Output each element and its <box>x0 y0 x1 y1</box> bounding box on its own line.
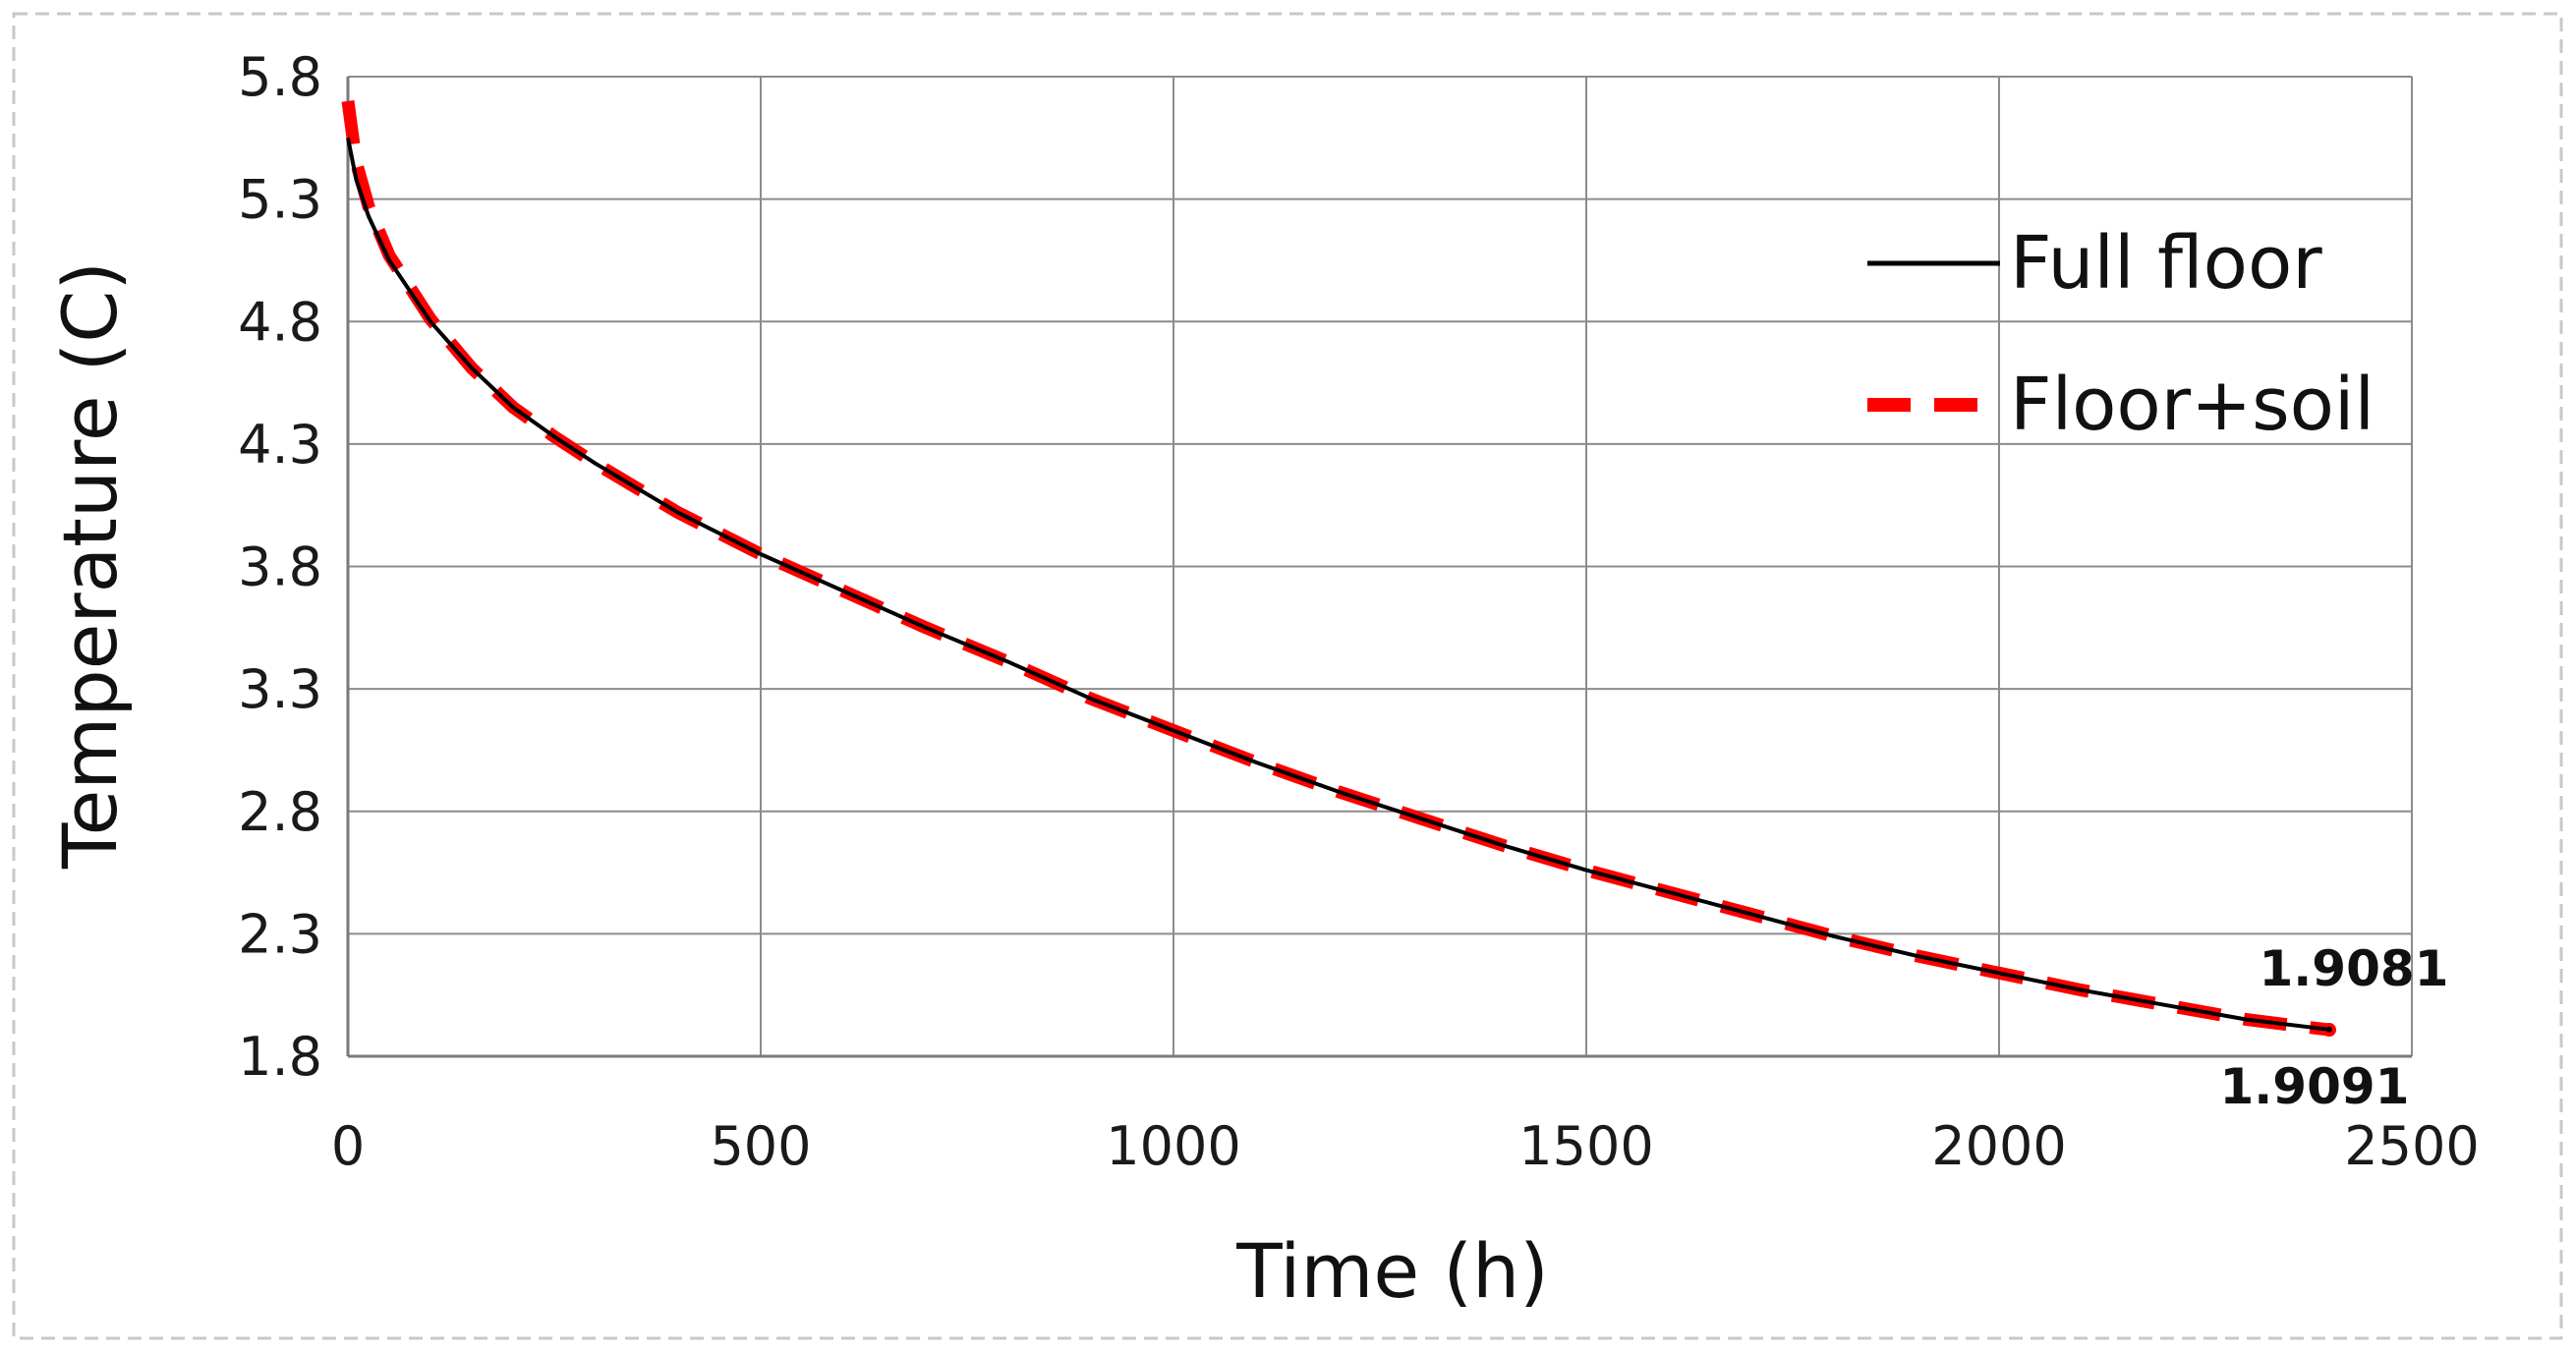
y-tick-labels: 5.8 5.3 4.8 4.3 3.8 3.3 2.8 2.3 1.8 <box>238 46 322 1088</box>
x-tick-label: 1500 <box>1518 1115 1653 1177</box>
y-tick-label: 3.8 <box>238 536 322 598</box>
x-axis-title: Time (h) <box>1235 1227 1549 1315</box>
y-tick-label: 4.8 <box>238 291 322 353</box>
x-tick-labels: 0 500 1000 1500 2000 2500 <box>331 1115 2480 1177</box>
y-axis-title: Temperature (C) <box>46 261 134 870</box>
data-label: 1.9091 <box>2220 1058 2410 1115</box>
data-label: 1.9081 <box>2260 940 2449 997</box>
x-tick-label: 2500 <box>2344 1115 2479 1177</box>
legend: Full floor Floor+soil <box>1867 221 2375 447</box>
legend-label-floor-soil: Floor+soil <box>2010 363 2375 447</box>
annotations: 1.9081 1.9091 <box>2220 940 2449 1115</box>
series-line-full-floor <box>346 137 2330 1032</box>
legend-label-full-floor: Full floor <box>2010 221 2322 306</box>
y-tick-label: 5.8 <box>238 46 322 108</box>
x-tick-label: 2000 <box>1931 1115 2066 1177</box>
series-end-point <box>2326 1026 2332 1033</box>
y-tick-label: 1.8 <box>238 1026 322 1088</box>
y-tick-label: 4.3 <box>238 414 322 476</box>
x-tick-label: 1000 <box>1106 1115 1240 1177</box>
y-tick-label: 2.3 <box>238 903 322 965</box>
y-tick-label: 2.8 <box>238 781 322 843</box>
x-tick-label: 0 <box>331 1115 365 1177</box>
axes <box>346 77 2412 1058</box>
chart-frame <box>12 12 2563 1340</box>
x-tick-label: 500 <box>710 1115 811 1177</box>
y-tick-label: 3.3 <box>238 658 322 720</box>
series-lines <box>341 100 2336 1038</box>
grid-lines <box>348 76 2413 1056</box>
y-tick-label: 5.3 <box>238 169 322 231</box>
